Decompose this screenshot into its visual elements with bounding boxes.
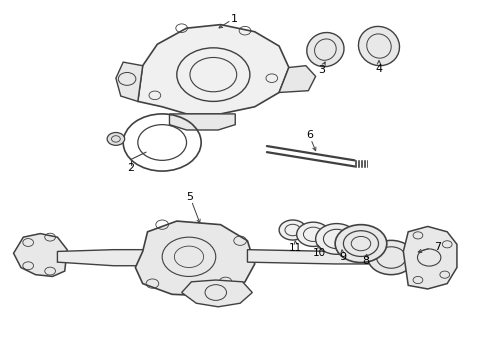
Text: 1: 1 xyxy=(231,14,238,23)
Polygon shape xyxy=(279,66,316,93)
Text: 9: 9 xyxy=(339,252,346,262)
Text: 3: 3 xyxy=(318,65,325,75)
Circle shape xyxy=(279,220,306,240)
Polygon shape xyxy=(247,249,379,264)
Ellipse shape xyxy=(359,26,399,66)
Ellipse shape xyxy=(307,32,344,67)
Text: 10: 10 xyxy=(313,248,326,258)
Polygon shape xyxy=(57,249,150,266)
Circle shape xyxy=(316,224,358,254)
Polygon shape xyxy=(403,226,457,289)
Text: 4: 4 xyxy=(375,64,383,73)
Circle shape xyxy=(296,222,330,247)
Text: 2: 2 xyxy=(127,163,134,173)
Text: 6: 6 xyxy=(306,130,313,140)
Polygon shape xyxy=(170,114,235,130)
Text: 7: 7 xyxy=(434,242,441,252)
Polygon shape xyxy=(14,234,67,276)
Circle shape xyxy=(107,132,124,145)
Circle shape xyxy=(335,225,387,262)
Polygon shape xyxy=(138,24,289,114)
Text: 8: 8 xyxy=(362,256,369,266)
Polygon shape xyxy=(116,62,143,102)
Circle shape xyxy=(368,240,415,275)
Polygon shape xyxy=(182,280,252,307)
Polygon shape xyxy=(135,221,255,296)
Text: 11: 11 xyxy=(289,243,302,253)
Text: 5: 5 xyxy=(186,192,194,202)
